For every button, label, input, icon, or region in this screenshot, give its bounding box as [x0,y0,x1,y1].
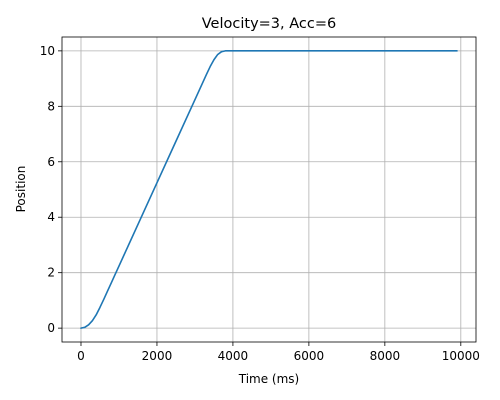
x-tick-label: 10000 [442,349,480,363]
y-tick-label: 4 [47,210,55,224]
y-tick-label: 6 [47,155,55,169]
y-axis-label: Position [14,166,28,213]
x-tick-label: 8000 [370,349,401,363]
plot-series [80,50,458,329]
x-tick-label: 0 [77,349,85,363]
position-series-line [80,50,458,329]
x-tick-label: 6000 [294,349,325,363]
chart-title: Velocity=3, Acc=6 [202,16,336,32]
x-tick-label: 4000 [218,349,249,363]
grid [62,37,476,342]
y-tick-label: 0 [47,321,55,335]
plot-frame [61,36,477,343]
y-tick-label: 10 [40,44,55,58]
x-tick-label: 2000 [142,349,173,363]
y-tick-label: 8 [47,99,55,113]
y-tick-label: 2 [47,266,55,280]
axis-ticks: 0 2000 4000 6000 8000 10000 0 2 4 6 8 10 [40,44,480,363]
x-axis-label: Time (ms) [238,372,300,386]
